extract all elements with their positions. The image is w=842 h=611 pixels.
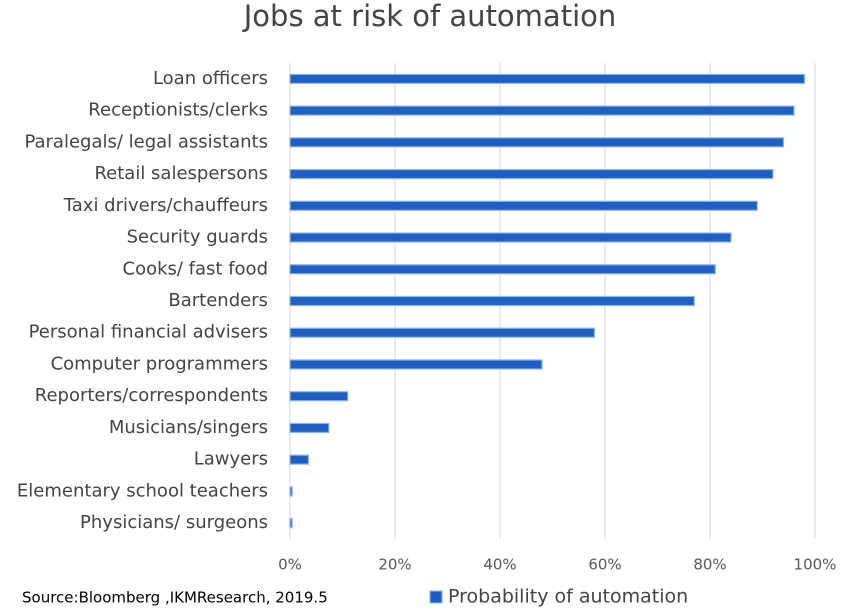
y-tick-label: Bartenders <box>168 290 268 311</box>
y-tick-label: Reporters/correspondents <box>35 385 268 406</box>
bar <box>289 518 293 529</box>
bar <box>289 327 596 338</box>
bar <box>289 200 758 211</box>
y-tick-label: Loan officers <box>153 68 268 89</box>
y-tick-label: Receptionists/clerks <box>88 100 268 121</box>
bar <box>289 264 716 275</box>
legend-label: Probability of automation <box>448 586 688 608</box>
chart-title: Jobs at risk of automation <box>242 0 617 33</box>
bar <box>289 454 309 465</box>
bar <box>289 168 774 180</box>
x-tick-label: 100% <box>794 556 837 574</box>
y-tick-label: Security guards <box>127 227 268 248</box>
y-tick-label: Taxi drivers/chauffeurs <box>63 195 268 216</box>
y-tick-label: Paralegals/ legal assistants <box>24 131 268 152</box>
y-tick-label: Lawyers <box>194 449 268 470</box>
x-tick-label: 0% <box>278 556 302 574</box>
y-tick-label: Computer programmers <box>51 353 268 374</box>
x-tick-label: 80% <box>693 556 726 574</box>
y-tick-label: Physicians/ surgeons <box>80 512 268 533</box>
bar <box>289 391 349 402</box>
x-tick-label: 60% <box>588 556 621 574</box>
y-tick-label: Elementary school teachers <box>17 480 268 501</box>
y-tick-label: Musicians/singers <box>109 417 268 438</box>
x-tick-label: 20% <box>378 556 411 574</box>
y-tick-label: Personal financial advisers <box>29 322 268 343</box>
bar <box>289 422 330 434</box>
bar <box>289 105 795 116</box>
x-tick-label: 40% <box>483 556 516 574</box>
legend-swatch <box>429 590 443 604</box>
bar <box>289 295 695 307</box>
y-tick-label: Retail salespersons <box>94 163 268 184</box>
bar <box>289 137 785 148</box>
y-tick-label: Cooks/ fast food <box>123 258 269 279</box>
bar <box>289 486 293 497</box>
bar <box>289 232 732 243</box>
bar <box>289 73 806 84</box>
bar <box>289 359 543 370</box>
source-note: Source:Bloomberg ,IKMResearch, 2019.5 <box>22 589 328 607</box>
